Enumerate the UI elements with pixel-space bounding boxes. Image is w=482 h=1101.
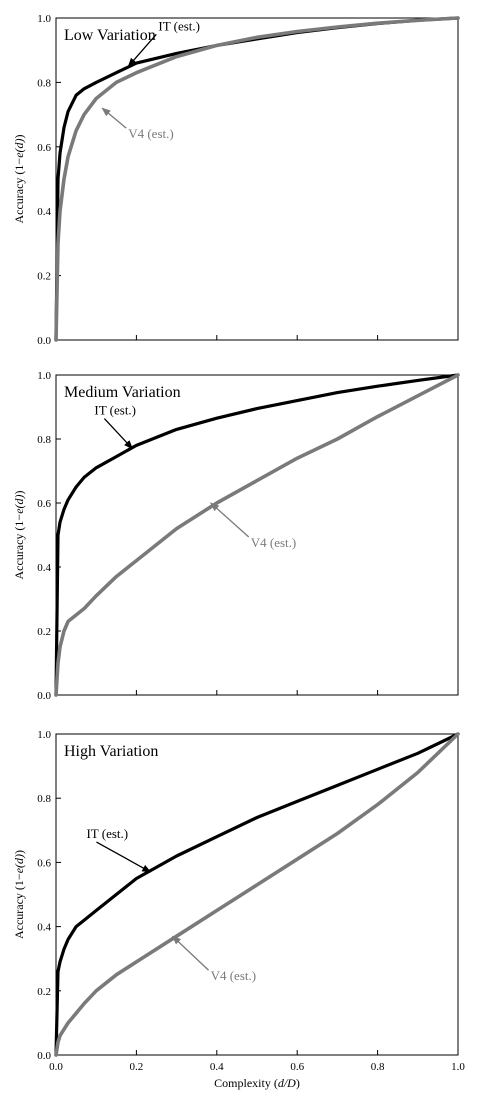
it-annotation-label: IT (est.) [94, 403, 136, 418]
y-tick-label: 0.6 [37, 857, 51, 869]
v4-annotation-arrow [210, 502, 250, 538]
it-series-line [54, 16, 460, 342]
x-axis-label: Complexity (d/D) [214, 1076, 300, 1090]
it-annotation-label: IT (est.) [86, 826, 128, 841]
panel-title: High Variation [64, 743, 158, 760]
it-annotation-arrow [96, 841, 152, 873]
y-tick-label: 0.6 [37, 498, 51, 510]
y-axis-label: Accuracy (1−e(d)) [12, 490, 26, 579]
v4-series-line [54, 373, 460, 697]
v4-annotation-label: V4 (est.) [211, 968, 257, 983]
v4-series-line [54, 732, 460, 1057]
y-tick-label: 1.0 [37, 729, 51, 741]
y-tick-label: 0.8 [37, 77, 51, 89]
y-tick-label: 0.4 [37, 922, 51, 934]
y-tick-label: 0.6 [37, 142, 51, 154]
x-tick-label: 0.0 [49, 1061, 63, 1073]
it-annotation-arrow [103, 418, 134, 450]
y-tick-label: 0.2 [37, 626, 51, 638]
y-axis-label: Accuracy (1−e(d)) [12, 134, 26, 223]
panel-3: 0.0 0.2 0.4 0.6 0.8 1.0 0.0 0.2 0.4 0.6 0.8 1.0 Accu… [12, 729, 465, 1073]
panel-title: Low Variation [64, 27, 156, 44]
panel-title: Medium Variation [64, 384, 181, 401]
it-annotation-label: IT (est.) [158, 18, 200, 33]
panel-2: 0.0 0.2 0.4 0.6 0.8 1.0 Accuracy (1−e(d)) Mediu… [12, 370, 460, 702]
v4-annotation-label: V4 (est.) [251, 535, 297, 550]
v4-annotation-label: V4 (est.) [128, 126, 174, 141]
x-tick-label: 0.8 [371, 1061, 385, 1073]
x-tick-label: 0.4 [210, 1061, 224, 1073]
y-tick-label: 0.0 [37, 1050, 51, 1062]
v4-series-line [54, 16, 460, 342]
y-tick-label: 0.4 [37, 562, 51, 574]
y-tick-label: 0.8 [37, 793, 51, 805]
plot-frame [55, 733, 459, 1056]
y-tick-label: 0.4 [37, 206, 51, 218]
x-tick-label: 0.6 [290, 1061, 304, 1073]
it-series-line [54, 373, 460, 697]
y-tick-label: 0.8 [37, 434, 51, 446]
x-tick-label: 0.2 [130, 1061, 144, 1073]
plot-frame [55, 374, 459, 696]
y-tick-label: 1.0 [37, 370, 51, 382]
v4-annotation-arrow [171, 935, 210, 971]
plot-frame [55, 17, 459, 341]
y-tick-label: 0.2 [37, 986, 51, 998]
y-tick-label: 0.0 [37, 690, 51, 702]
it-annotation-arrow [127, 33, 157, 67]
x-tick-label: 1.0 [451, 1061, 465, 1073]
v4-annotation-arrow [101, 107, 127, 129]
y-tick-label: 0.0 [37, 335, 51, 347]
panel-1: 0.0 0.2 0.4 0.6 0.8 1.0 Accuracy (1−e(d)) Low V… [12, 13, 460, 347]
it-series-line [54, 732, 460, 1057]
y-tick-label: 0.2 [37, 271, 51, 283]
y-tick-label: 1.0 [37, 13, 51, 25]
y-axis-label: Accuracy (1−e(d)) [12, 850, 26, 939]
